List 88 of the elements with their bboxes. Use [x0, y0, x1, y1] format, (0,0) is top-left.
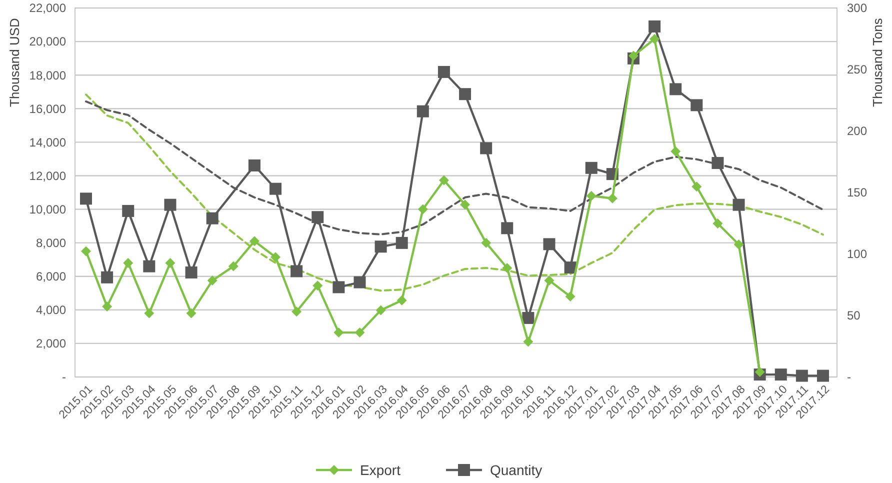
point [102, 302, 112, 312]
point [354, 276, 366, 288]
y-tick-label: 10,000 [29, 202, 66, 216]
point [607, 193, 618, 204]
point [312, 280, 323, 291]
point [332, 281, 345, 294]
point [648, 20, 661, 32]
point [732, 198, 745, 211]
point [270, 252, 281, 262]
y2-tick-label: 200 [847, 124, 868, 138]
point [290, 265, 303, 278]
point [692, 182, 702, 192]
point [206, 212, 218, 224]
point [565, 291, 576, 302]
point [585, 162, 598, 174]
point [628, 50, 638, 61]
line-series [85, 94, 824, 292]
y-tick-label: 4,000 [36, 303, 66, 318]
y-tick-label: 8,000 [36, 236, 66, 250]
point [334, 328, 344, 338]
point [207, 276, 218, 286]
point [690, 99, 703, 112]
point [185, 266, 198, 278]
point [396, 295, 407, 306]
point [796, 370, 808, 382]
point [123, 258, 134, 268]
point [480, 142, 492, 154]
point [501, 222, 514, 234]
y-tick-label: 20,000 [29, 34, 66, 49]
y-axis-title: Thousand USD [7, 18, 22, 107]
y-tick-label: 18,000 [29, 68, 66, 82]
point [248, 159, 260, 172]
point [376, 305, 386, 316]
point [354, 328, 365, 338]
y2-tick-label: 250 [847, 62, 868, 77]
y-tick-label: 6,000 [36, 270, 66, 284]
y-tick-label: 14,000 [29, 135, 66, 150]
point [292, 306, 302, 317]
point [438, 175, 449, 186]
point [650, 34, 660, 44]
point [186, 308, 196, 318]
point [586, 190, 596, 201]
point [712, 218, 723, 229]
point [459, 88, 472, 100]
legend-label: Export [360, 462, 401, 478]
y2-tick-label: 100 [847, 247, 868, 262]
y2-tick-label: 150 [847, 186, 868, 200]
point [416, 105, 429, 118]
point [101, 271, 114, 284]
point [122, 204, 134, 217]
point [670, 146, 681, 156]
point [418, 204, 428, 214]
y2-tick-label: - [847, 370, 851, 384]
point [754, 366, 765, 377]
point [522, 312, 534, 324]
point [523, 336, 534, 347]
point [228, 261, 238, 272]
y-tick-label: 2,000 [36, 336, 66, 351]
y-tick-label: 22,000 [29, 1, 66, 16]
y-tick-label: 16,000 [29, 102, 66, 116]
point [312, 211, 324, 224]
point [544, 276, 554, 286]
point [460, 200, 470, 210]
point [670, 83, 682, 96]
point [80, 192, 92, 205]
y2-tick-label: 50 [847, 308, 861, 323]
y-tick-label: - [62, 370, 66, 384]
point [774, 368, 787, 381]
point [144, 308, 154, 318]
point [81, 246, 91, 256]
point [502, 262, 512, 273]
point [164, 198, 176, 211]
point [543, 238, 556, 250]
y-tick-label: 12,000 [29, 168, 66, 183]
y2-axis-title: Thousand Tons [870, 18, 885, 107]
point [438, 66, 450, 78]
point [374, 240, 387, 253]
legend-label: Quantity [490, 462, 542, 478]
point [165, 258, 176, 268]
point [396, 236, 408, 249]
point [712, 156, 724, 169]
point [249, 236, 260, 246]
point [481, 238, 492, 248]
point [734, 239, 744, 250]
y2-tick-label: 300 [847, 1, 868, 16]
point [143, 260, 156, 272]
point [817, 370, 829, 382]
point [270, 182, 282, 195]
